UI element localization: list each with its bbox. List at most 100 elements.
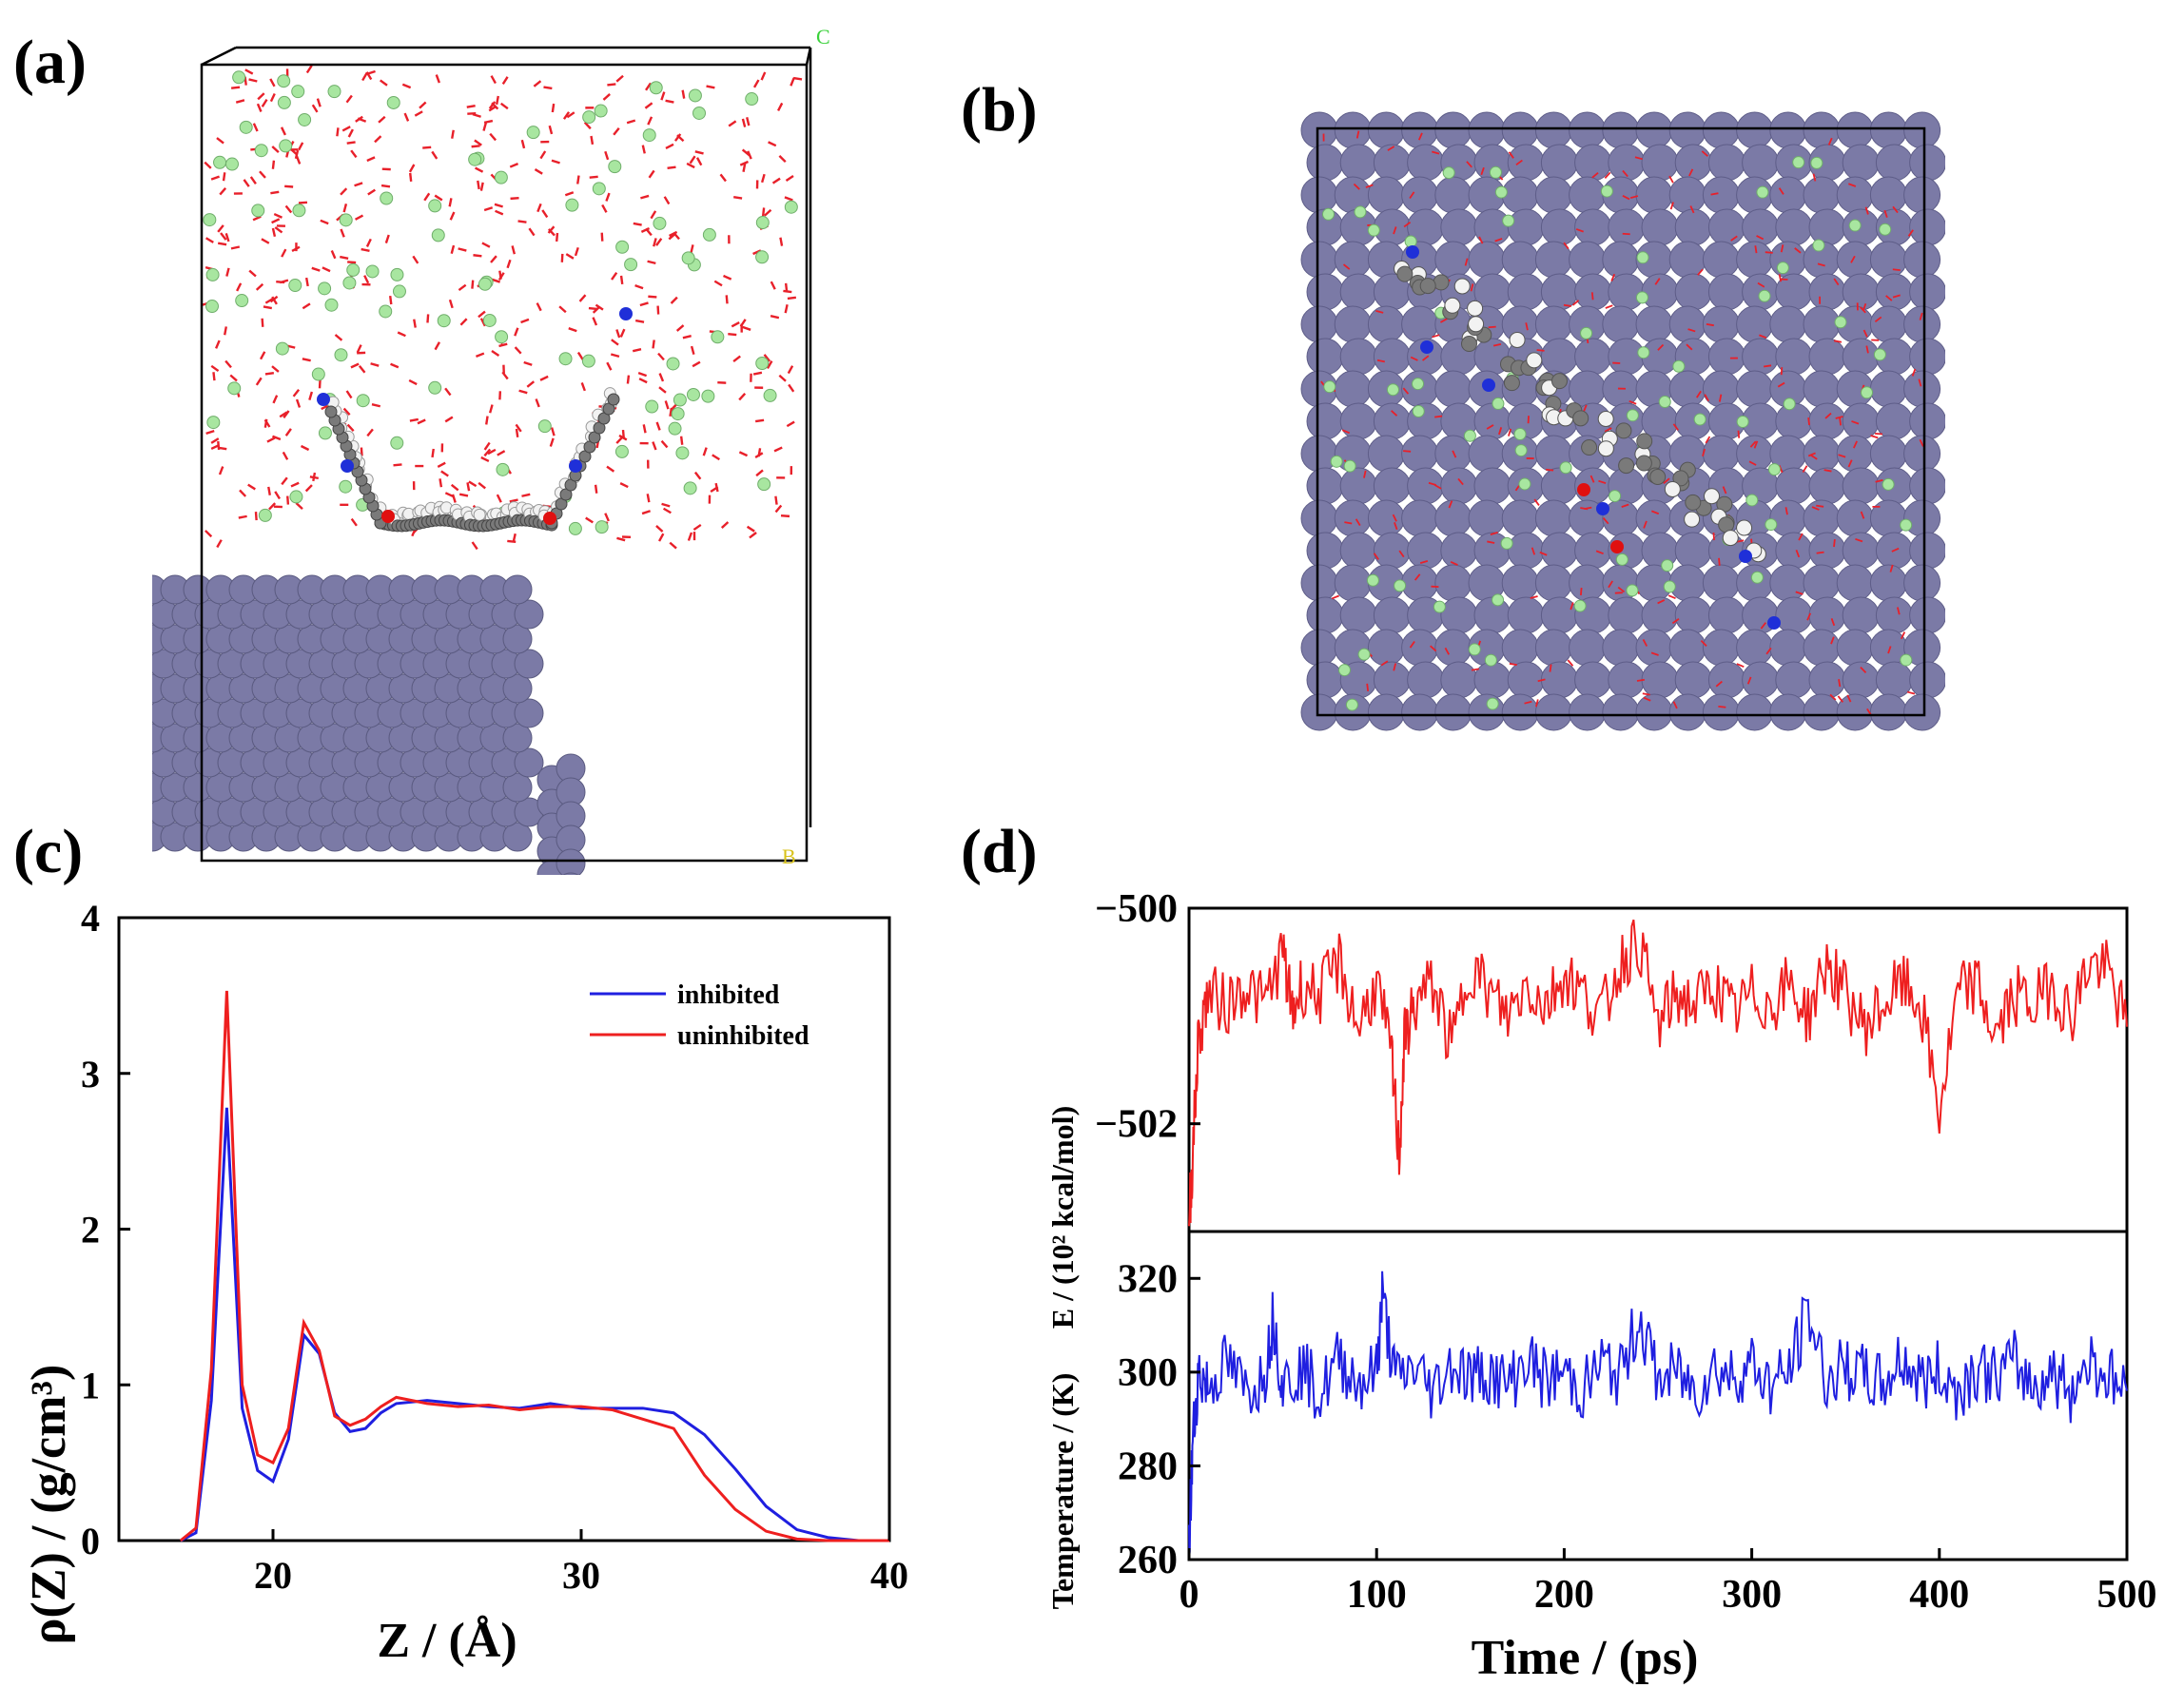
iron-atom (1842, 144, 1880, 182)
chloride-ion (1330, 455, 1343, 468)
hydrogen-atom (1664, 480, 1681, 497)
y-tick-label: −500 (1095, 887, 1178, 931)
water-molecule (1591, 171, 1599, 179)
water-molecule (564, 191, 575, 197)
water-molecule (304, 277, 309, 287)
water-molecule (576, 351, 584, 360)
iron-atom (1635, 499, 1673, 537)
water-molecule (1394, 521, 1398, 531)
water-molecule (1570, 602, 1574, 611)
water-molecule (1689, 205, 1695, 214)
chloride-ion (205, 300, 219, 314)
energy-temperature-chart: 0 100 200 300 400 500 −500 −502 260 280 300 320 Tim… (1045, 887, 2157, 1685)
chloride-ion (324, 298, 339, 312)
oxygen-atom (1577, 483, 1590, 496)
water-molecule (1839, 417, 1843, 426)
iron-atom (1803, 305, 1841, 343)
x-tick-label: 200 (1534, 1573, 1594, 1617)
chloride-ion (1658, 396, 1671, 409)
water-molecule (434, 341, 441, 351)
water-molecule (511, 245, 517, 255)
chloride-ion (334, 348, 348, 362)
iron-atom (1707, 144, 1745, 182)
iron-atom (1540, 208, 1578, 246)
water-molecule (1629, 195, 1639, 199)
iron-atom (1909, 402, 1945, 440)
water-molecule (426, 314, 430, 323)
water-molecule (318, 379, 322, 389)
water-molecule (665, 99, 674, 104)
water-molecule (1778, 187, 1784, 195)
iron-atom (1707, 661, 1745, 699)
iron-atom (1903, 693, 1941, 731)
water-molecule (217, 224, 224, 233)
water-molecule (667, 165, 676, 170)
chloride-ion (1626, 584, 1639, 597)
iron-atom (1401, 111, 1439, 149)
chloride-ion (757, 477, 771, 492)
iron-atom (1440, 467, 1478, 505)
water-molecule (1887, 646, 1892, 654)
water-molecule (1398, 550, 1405, 558)
water-molecule (539, 150, 547, 160)
water-molecule (755, 469, 764, 477)
water-molecule (543, 86, 553, 90)
water-molecule (732, 355, 741, 363)
water-molecule (1535, 699, 1539, 708)
water-molecule (1795, 591, 1804, 595)
water-molecule (602, 93, 611, 101)
water-molecule (690, 244, 694, 254)
iron-atom (556, 848, 586, 875)
water-molecule (1919, 312, 1923, 320)
water-molecule (1780, 244, 1784, 253)
iron-atom (1334, 370, 1372, 408)
iron-atom (1736, 370, 1774, 408)
water-molecule (1375, 309, 1384, 314)
iron-atom (1775, 467, 1813, 505)
water-molecule (450, 244, 456, 255)
iron-atom (1501, 564, 1539, 602)
iron-atom (1306, 273, 1344, 311)
water-molecule (541, 209, 549, 219)
chloride-ion (1442, 166, 1455, 180)
water-molecule (786, 420, 795, 428)
water-molecule (1862, 329, 1868, 338)
x-axis-label: Z / (Å) (377, 1614, 517, 1668)
carbon-atom (324, 405, 338, 418)
water-molecule (481, 242, 491, 248)
water-molecule (1705, 436, 1711, 444)
inhibitor-molecule (1394, 245, 1781, 630)
nitrogen-atom (1739, 550, 1752, 563)
water-molecule (444, 387, 452, 397)
water-molecule (340, 187, 348, 196)
chloride-ion (1321, 207, 1335, 221)
iron-atom (1339, 532, 1377, 570)
water-molecule (1687, 328, 1696, 333)
water-molecule (380, 184, 391, 188)
water-molecule (210, 364, 220, 373)
iron-atom (1367, 499, 1405, 537)
iron-atom (1808, 596, 1846, 634)
water-molecule (259, 170, 266, 179)
iron-atom (1574, 208, 1612, 246)
water-molecule (1580, 587, 1583, 596)
water-molecule (488, 105, 497, 112)
water-molecule (760, 71, 767, 81)
water-molecule (236, 282, 243, 292)
water-molecule (1860, 666, 1867, 673)
water-molecule (754, 418, 765, 423)
water-molecule (1439, 318, 1448, 323)
iron-atom (1367, 435, 1405, 473)
water-molecule (1833, 278, 1840, 286)
water-molecule (283, 410, 290, 418)
water-molecule (1911, 368, 1917, 377)
carbon-atom (607, 393, 620, 406)
water-molecule (483, 206, 494, 212)
chloride-ion (686, 387, 700, 401)
water-molecule (741, 148, 751, 157)
chloride-ion (1486, 697, 1499, 710)
iron-atom (502, 772, 533, 803)
water-molecule (1642, 638, 1648, 647)
water-molecule (1571, 300, 1580, 306)
iron-atom (1875, 596, 1913, 634)
